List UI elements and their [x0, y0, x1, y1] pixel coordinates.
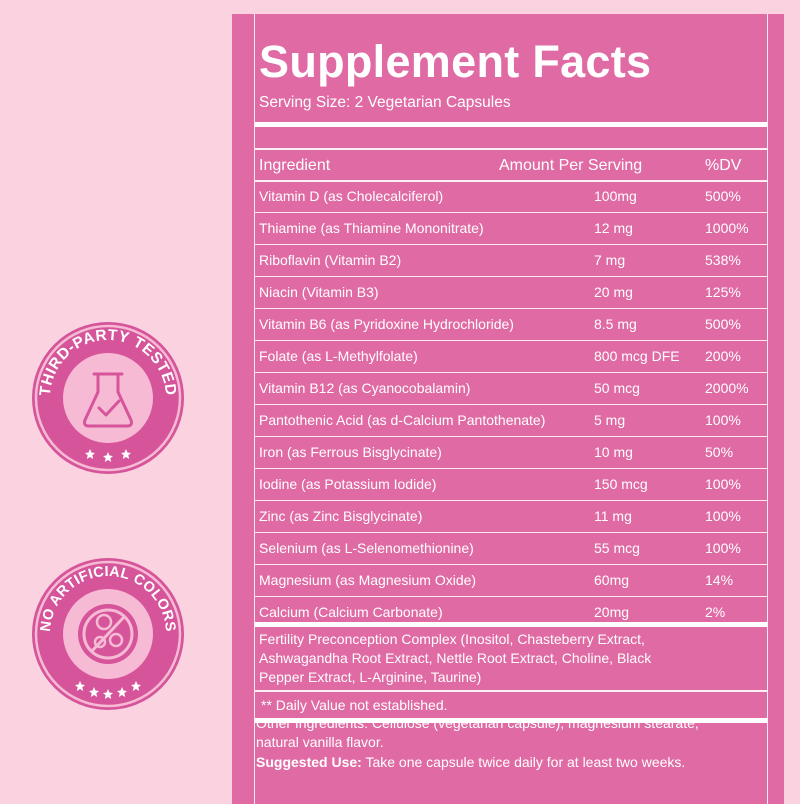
nutrient-row: Pantothenic Acid (as d-Calcium Pantothen…: [255, 405, 767, 437]
row-divider: [255, 531, 767, 533]
ingredient-header: Ingredient: [259, 157, 331, 174]
header-top-divider: [255, 148, 767, 150]
row-divider: [255, 563, 767, 565]
blend-text: Fertility Preconception Complex (Inosito…: [259, 630, 759, 687]
other-ingredients: Other Ingredients: Cellulose (vegetarian…: [256, 714, 776, 751]
dv-value: 2%: [705, 604, 726, 620]
blend-divider: [255, 622, 767, 627]
footnote-divider: [255, 690, 767, 692]
serving-size: Serving Size: 2 Vegetarian Capsules: [259, 94, 511, 111]
amount-value: 8.5 mg: [594, 316, 637, 332]
row-divider: [255, 595, 767, 597]
nutrient-row: Riboflavin (Vitamin B2) 7 mg 538%: [255, 245, 767, 277]
amount-value: 5 mg: [594, 412, 626, 428]
amount-value: 20mg: [594, 604, 630, 620]
nutrient-row: Vitamin D (as Cholecalciferol) 100mg 500%: [255, 181, 767, 213]
nutrient-row: Iodine (as Potassium Iodide) 150 mcg 100%: [255, 469, 767, 501]
row-divider: [255, 499, 767, 501]
row-divider: [255, 403, 767, 405]
blend-line: Ashwagandha Root Extract, Nettle Root Ex…: [259, 650, 652, 666]
amount-header: Amount Per Serving: [499, 157, 643, 174]
top-divider: [255, 122, 767, 127]
ingredient-name: Folate (as L-Methylfolate): [259, 348, 418, 364]
facts-title: Supplement Facts: [259, 36, 652, 87]
dv-value: 500%: [705, 316, 741, 332]
row-divider: [255, 467, 767, 469]
blend-line: Fertility Preconception Complex (Inosito…: [259, 631, 645, 647]
nutrient-row: Niacin (Vitamin B3) 20 mg 125%: [255, 277, 767, 309]
amount-value: 800 mcg DFE: [594, 348, 680, 364]
third-party-tested-badge: THIRD-PARTY TESTED: [28, 318, 188, 478]
ingredient-name: Selenium (as L-Selenomethionine): [259, 540, 474, 556]
star-icon: [85, 449, 131, 462]
dv-value: 538%: [705, 252, 741, 268]
ingredient-name: Iron (as Ferrous Bisglycinate): [259, 444, 442, 460]
nutrient-row: Thiamine (as Thiamine Mononitrate) 12 mg 1…: [255, 213, 767, 245]
ingredient-name: Niacin (Vitamin B3): [259, 284, 379, 300]
row-divider: [255, 307, 767, 309]
ingredient-name: Calcium (Calcium Carbonate): [259, 604, 443, 620]
row-divider: [255, 371, 767, 373]
row-divider: [255, 275, 767, 277]
suggested-use-label: Suggested Use:: [256, 754, 362, 770]
dv-value: 2000%: [705, 380, 749, 396]
amount-value: 60mg: [594, 572, 630, 588]
ingredient-name: Riboflavin (Vitamin B2): [259, 252, 402, 268]
dv-value: 100%: [705, 508, 741, 524]
dv-value: 100%: [705, 476, 741, 492]
amount-value: 10 mg: [594, 444, 633, 460]
dv-value: 14%: [705, 572, 734, 588]
header-divider: [255, 180, 767, 182]
star-icon: [75, 681, 141, 699]
bottom-divider: [255, 718, 767, 723]
ingredient-name: Iodine (as Potassium Iodide): [259, 476, 437, 492]
amount-value: 11 mg: [594, 508, 632, 524]
amount-value: 20 mg: [594, 284, 633, 300]
suggested-use-text: Take one capsule twice daily for at leas…: [361, 754, 686, 770]
ingredient-name: Thiamine (as Thiamine Mononitrate): [259, 220, 484, 236]
row-divider: [255, 435, 767, 437]
row-divider: [255, 211, 767, 213]
nutrient-row: Vitamin B6 (as Pyridoxine Hydrochloride)…: [255, 309, 767, 341]
ingredient-name: Vitamin B6 (as Pyridoxine Hydrochloride): [259, 316, 514, 332]
amount-value: 55 mcg: [594, 540, 640, 556]
dv-value: 1000%: [705, 220, 749, 236]
row-divider: [255, 339, 767, 341]
amount-value: 150 mcg: [594, 476, 648, 492]
flask-check-icon: [83, 372, 133, 428]
dv-value: 200%: [705, 348, 741, 364]
dv-value: 100%: [705, 540, 741, 556]
dv-value: 125%: [705, 284, 741, 300]
ingredient-name: Magnesium (as Magnesium Oxide): [259, 572, 477, 588]
ingredient-name: Vitamin D (as Cholecalciferol): [259, 188, 444, 204]
other-line: natural vanilla flavor.: [256, 733, 384, 750]
no-dye-icon: [78, 604, 138, 664]
suggested-use: Suggested Use: Take one capsule twice da…: [256, 754, 685, 770]
blend-line: Pepper Extract, L-Arginine, Taurine): [259, 669, 482, 685]
amount-value: 12 mg: [594, 220, 633, 236]
amount-value: 100mg: [594, 188, 637, 204]
ingredient-name: Vitamin B12 (as Cyanocobalamin): [259, 380, 471, 396]
amount-value: 7 mg: [594, 252, 626, 268]
nutrient-row: Magnesium (as Magnesium Oxide) 60mg 14%: [255, 565, 767, 597]
other-line: Other Ingredients: Cellulose (vegetarian…: [256, 715, 699, 731]
dv-header: %DV: [705, 157, 742, 174]
nutrient-row: Iron (as Ferrous Bisglycinate) 10 mg 50%: [255, 437, 767, 469]
nutrient-row: Folate (as L-Methylfolate) 800 mcg DFE 200…: [255, 341, 767, 373]
dv-value: 50%: [705, 444, 734, 460]
nutrient-row: Zinc (as Zinc Bisglycinate) 11 mg 100%: [255, 501, 767, 533]
dv-value: 100%: [705, 412, 741, 428]
nutrient-row: Selenium (as L-Selenomethionine) 55 mcg 10…: [255, 533, 767, 565]
nutrient-row: Vitamin B12 (as Cyanocobalamin) 50 mcg 200…: [255, 373, 767, 405]
no-artificial-colors-badge: NO ARTIFICIAL COLORS: [28, 554, 188, 714]
amount-value: 50 mcg: [594, 380, 640, 396]
ingredient-name: Zinc (as Zinc Bisglycinate): [259, 508, 423, 524]
dv-value: 500%: [705, 188, 741, 204]
ingredient-name: Pantothenic Acid (as d-Calcium Pantothen…: [259, 412, 546, 428]
nutrient-row: Calcium (Calcium Carbonate) 20mg 2%: [255, 597, 767, 629]
supplement-facts-panel: Supplement Facts Serving Size: 2 Vegetar…: [232, 14, 784, 804]
row-divider: [255, 243, 767, 245]
daily-value-note: ** Daily Value not established.: [261, 697, 448, 713]
